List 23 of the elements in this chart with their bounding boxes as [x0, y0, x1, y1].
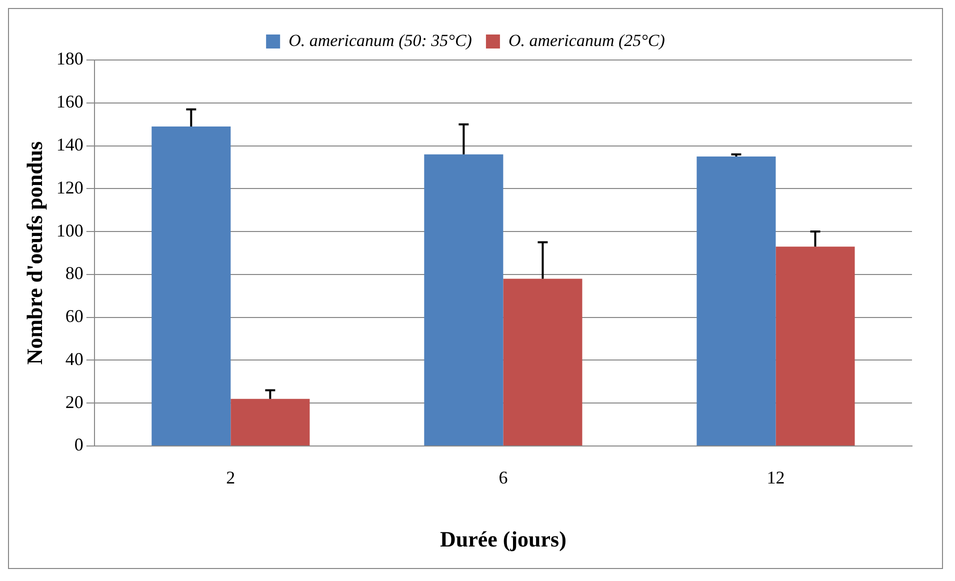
x-tick-label: 12: [766, 468, 785, 488]
y-axis-title: Nombre d'oeufs pondus: [22, 140, 47, 365]
bar: [424, 154, 504, 446]
bar: [152, 126, 231, 446]
legend-label: O. americanum (50: 35°C): [288, 30, 472, 50]
y-tick-label: 120: [56, 177, 84, 198]
legend-label: O. americanum (25°C): [508, 30, 666, 50]
bar: [696, 156, 776, 446]
y-tick-label: 160: [56, 92, 84, 112]
y-tick-label: 140: [56, 134, 84, 155]
y-tick-label: 180: [56, 48, 84, 69]
y-tick-label: 20: [65, 392, 84, 412]
y-tick-label: 60: [65, 306, 84, 326]
y-tick-label: 0: [74, 434, 84, 455]
bar: [230, 398, 310, 446]
y-tick-label: 40: [65, 348, 84, 369]
x-axis-title: Durée (jours): [440, 526, 566, 552]
x-tick-label: 2: [226, 468, 236, 488]
bar: [776, 246, 855, 446]
bar: [503, 278, 582, 446]
y-tick-label: 80: [65, 263, 84, 284]
x-tick-label: 6: [498, 468, 508, 488]
y-tick-label: 100: [56, 220, 84, 240]
